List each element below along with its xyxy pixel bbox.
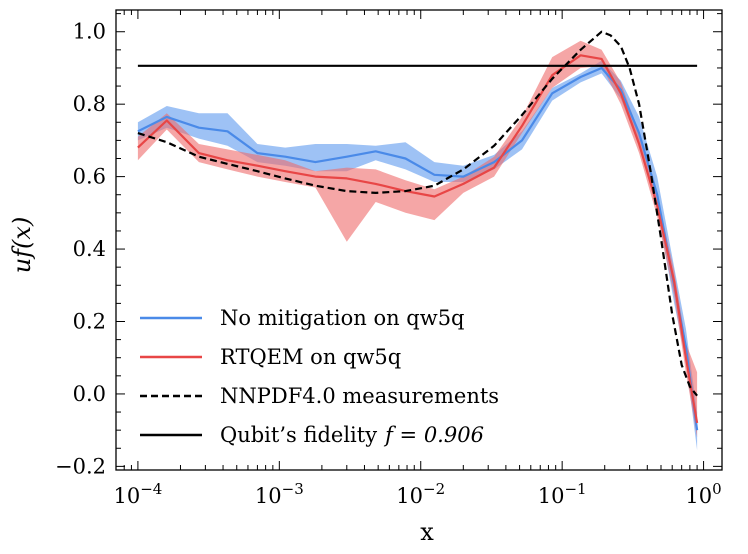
line-series-2 <box>137 30 698 397</box>
x-tick-label: 100 <box>685 480 721 508</box>
line-series-0 <box>137 66 699 431</box>
y-tick-label: −0.2 <box>55 454 106 478</box>
legend-label: No mitigation on qw5q <box>220 306 465 330</box>
y-tick-label: 0.2 <box>73 309 106 333</box>
error-bands <box>137 40 698 451</box>
y-tick-label: 1.0 <box>73 20 106 44</box>
legend-label: RTQEM on qw5q <box>220 345 401 369</box>
y-axis-label: uf(x) <box>8 217 36 274</box>
y-tick-label: 0.4 <box>73 237 106 261</box>
legend-label: Qubit’s fidelity f = 0.906 <box>220 423 484 447</box>
axis-ticks <box>115 10 722 470</box>
y-tick-label: 0.0 <box>73 382 106 406</box>
x-tick-label: 10−1 <box>538 480 587 508</box>
y-tick-label: 0.6 <box>73 165 106 189</box>
series-lines <box>137 30 699 431</box>
x-tick-label: 10−4 <box>113 480 162 508</box>
line-series-1 <box>137 54 699 424</box>
legend: No mitigation on qw5q RTQEM on qw5q NNPDF4… <box>140 306 499 447</box>
x-tick-label: 10−2 <box>396 480 445 508</box>
x-axis-label: x <box>420 518 434 546</box>
plot-frame <box>115 9 723 471</box>
band-series-1 <box>137 40 698 438</box>
y-tick-label: 0.8 <box>73 92 106 116</box>
band-series-0 <box>137 60 698 451</box>
legend-label: NNPDF4.0 measurements <box>220 384 499 408</box>
tick-labels: −0.2 0.0 0.2 0.4 0.6 0.8 1.0 10−4 10−3 10−2 10−1 10… <box>55 20 722 508</box>
x-tick-label: 10−3 <box>255 480 304 508</box>
